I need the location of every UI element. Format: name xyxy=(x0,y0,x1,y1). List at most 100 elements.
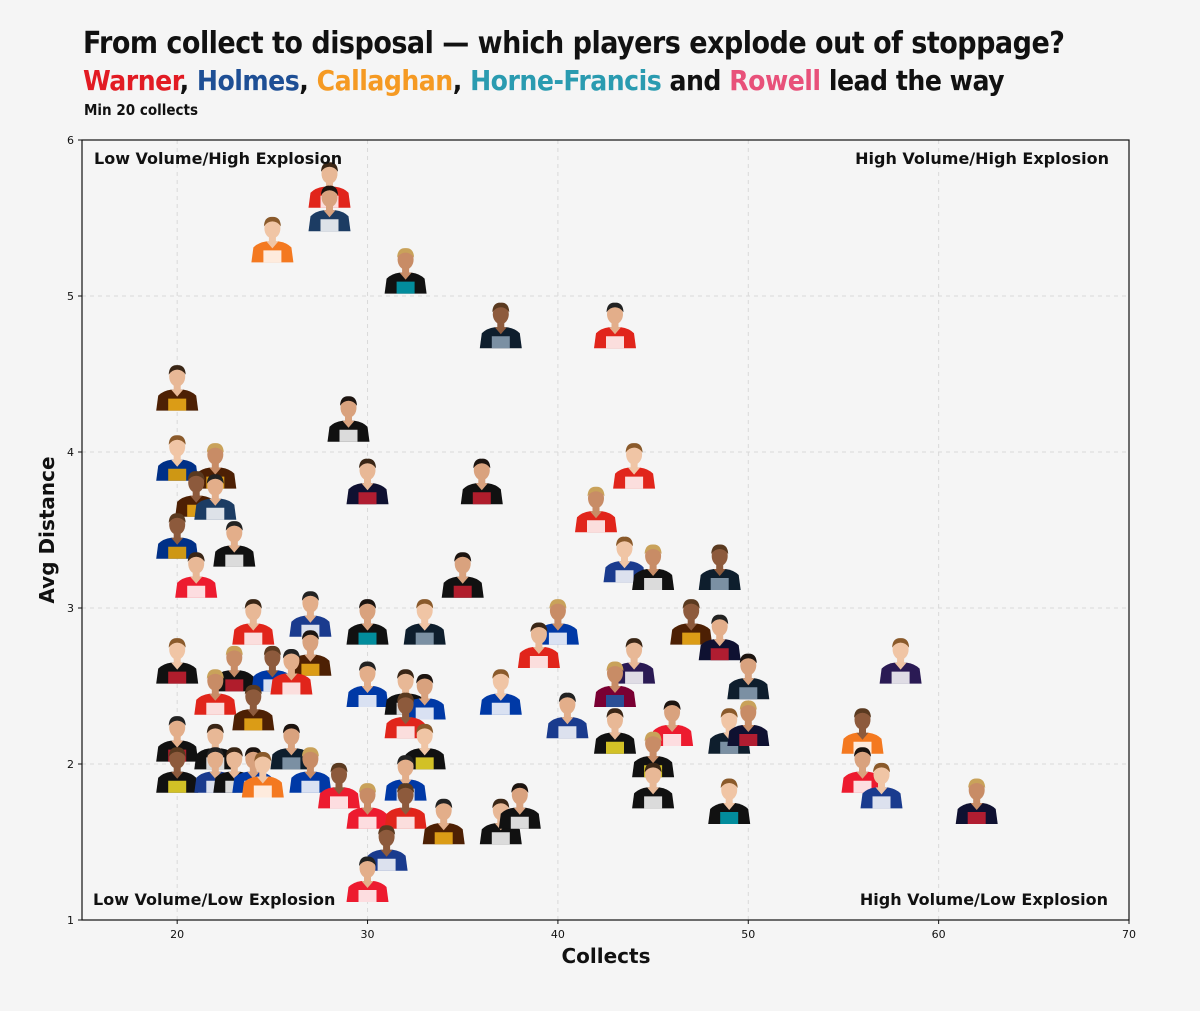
player-marker xyxy=(498,783,541,829)
neck-base xyxy=(364,617,371,626)
guernsey-stripe xyxy=(168,780,187,793)
hair xyxy=(397,755,415,765)
player-marker xyxy=(156,747,199,793)
hair xyxy=(454,552,472,562)
neck-base xyxy=(306,648,314,657)
neck-base xyxy=(897,656,905,665)
head xyxy=(607,304,623,325)
neck-base xyxy=(440,817,448,826)
guernsey-stripe xyxy=(358,695,377,707)
neck-base xyxy=(259,770,267,779)
neck-base xyxy=(649,781,657,790)
hair xyxy=(244,747,262,757)
head xyxy=(169,514,186,535)
hair xyxy=(206,443,224,453)
neck-base xyxy=(383,843,391,852)
neck-base xyxy=(725,726,733,735)
hair xyxy=(473,458,491,469)
hair xyxy=(225,521,243,531)
guernsey-stripe xyxy=(606,695,624,707)
hair xyxy=(168,435,186,445)
hair xyxy=(416,599,434,609)
guernsey-stripe xyxy=(615,570,634,583)
neck-base xyxy=(326,180,333,189)
guernsey-stripe xyxy=(244,632,263,645)
head xyxy=(188,472,205,493)
head xyxy=(378,826,395,847)
neck-base xyxy=(402,266,410,275)
guernsey-stripe xyxy=(225,679,244,692)
neck-base xyxy=(611,321,619,330)
y-tick-label: 6 xyxy=(67,134,74,147)
player-marker xyxy=(536,599,579,645)
player-marker xyxy=(670,599,713,645)
quadrant-label-top-left: Low Volume/High Explosion xyxy=(94,149,342,168)
guernsey-stripe xyxy=(358,890,377,902)
head xyxy=(321,163,338,184)
player-marker xyxy=(594,661,636,707)
hair xyxy=(187,471,205,481)
player-marker xyxy=(327,396,370,442)
hair xyxy=(330,762,348,773)
chart-title: From collect to disposal — which players… xyxy=(83,26,1065,61)
neck-base xyxy=(326,204,333,213)
player-marker xyxy=(841,747,884,793)
head xyxy=(226,748,243,769)
player-marker xyxy=(403,723,446,770)
head xyxy=(207,748,224,769)
subtitle-part: and xyxy=(661,64,730,97)
guernsey-stripe xyxy=(644,578,663,590)
hair xyxy=(663,700,681,710)
hair xyxy=(206,747,224,757)
hair xyxy=(873,762,890,773)
neck-base xyxy=(649,563,657,571)
player-marker xyxy=(594,708,636,754)
chart-subtitle: Warner, Holmes, Callaghan, Horne-Francis… xyxy=(83,64,1005,97)
head xyxy=(359,600,376,621)
player-marker xyxy=(403,599,446,645)
hair xyxy=(558,692,576,703)
head xyxy=(511,784,528,805)
guernsey-stripe xyxy=(587,520,605,533)
player-marker xyxy=(613,443,656,489)
neck-base xyxy=(249,703,257,712)
y-tick-label: 4 xyxy=(67,446,74,459)
neck-base xyxy=(173,734,181,743)
hair xyxy=(587,486,605,497)
hair xyxy=(720,708,738,718)
head xyxy=(397,756,414,777)
hair xyxy=(416,673,434,684)
guernsey-stripe xyxy=(244,718,263,731)
player-marker xyxy=(517,622,560,668)
guernsey-stripe xyxy=(358,492,377,505)
guernsey-stripe xyxy=(967,812,986,824)
guernsey-stripe xyxy=(606,741,624,754)
hair xyxy=(206,474,224,484)
neck-base xyxy=(535,641,543,649)
player-marker xyxy=(727,653,770,700)
neck-base xyxy=(173,765,181,774)
guernsey-stripe xyxy=(320,219,339,232)
hair xyxy=(397,692,415,703)
neck-base xyxy=(630,656,638,665)
neck-base xyxy=(211,765,219,774)
neck-base xyxy=(859,726,866,735)
neck-base xyxy=(859,765,866,774)
hair xyxy=(225,645,243,656)
guernsey-stripe xyxy=(415,757,434,770)
neck-base xyxy=(973,797,981,805)
neck-base xyxy=(306,765,314,774)
neck-base xyxy=(668,719,676,727)
hair xyxy=(492,302,510,313)
head xyxy=(245,600,262,621)
neck-base xyxy=(287,742,295,751)
head xyxy=(530,624,547,644)
neck-base xyxy=(421,617,429,626)
hair xyxy=(625,443,643,453)
hair xyxy=(206,669,224,679)
head xyxy=(854,709,871,730)
neck-base xyxy=(878,781,885,790)
neck-base xyxy=(563,711,571,720)
hair xyxy=(321,162,338,172)
player-marker xyxy=(289,747,332,793)
